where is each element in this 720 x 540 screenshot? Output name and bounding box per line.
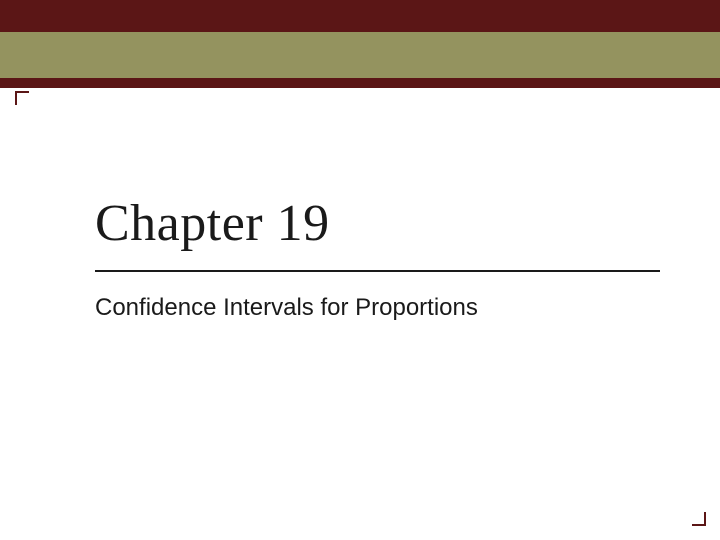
chapter-subtitle: Confidence Intervals for Proportions xyxy=(95,294,660,322)
maroon-line-thin xyxy=(0,78,720,88)
presentation-slide: Chapter 19 Confidence Intervals for Prop… xyxy=(0,0,720,540)
chapter-title: Chapter 19 xyxy=(95,195,660,252)
top-decorative-band xyxy=(0,0,720,88)
title-divider xyxy=(95,270,660,272)
corner-mark-top-left xyxy=(15,91,29,105)
corner-mark-bottom-right xyxy=(692,512,706,526)
olive-bar xyxy=(0,32,720,78)
maroon-bar-top xyxy=(0,0,720,32)
content-area: Chapter 19 Confidence Intervals for Prop… xyxy=(95,195,660,322)
